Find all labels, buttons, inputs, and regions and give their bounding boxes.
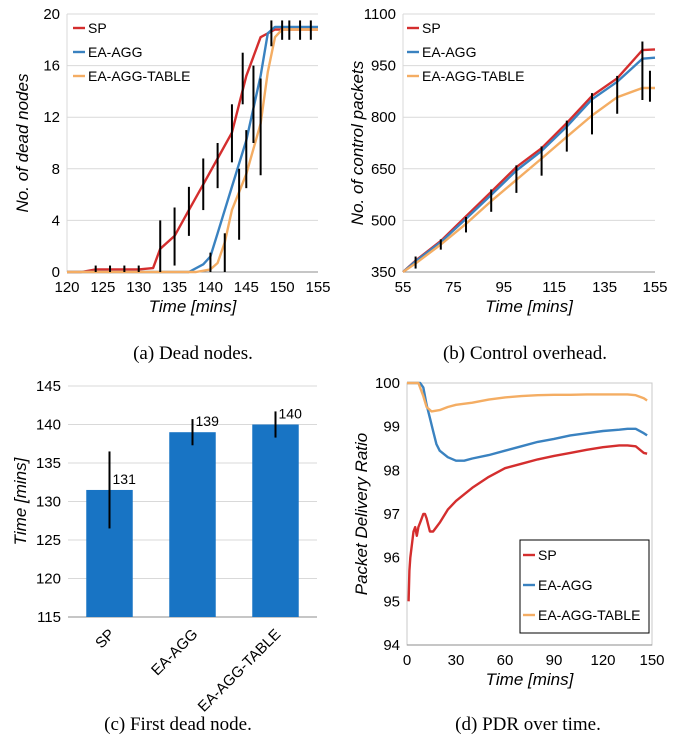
x-tick-label: 60 (497, 652, 514, 669)
x-tick-label: 120 (54, 279, 79, 296)
y-tick-label: 650 (371, 161, 396, 178)
y-tick-label: 94 (383, 637, 400, 654)
x-tick-label: 30 (448, 652, 465, 669)
x-tick-label: 115 (542, 279, 566, 296)
x-tick-label: SP (92, 626, 118, 652)
caption: (b) Control overhead. (443, 343, 607, 364)
x-tick-label: 55 (395, 279, 412, 296)
y-tick-label: 4 (52, 212, 60, 229)
x-tick-label: 135 (162, 279, 187, 296)
chart-0: 0 4 8 12 16 20 120 125 130 135 140 145 150 155 Time [m… (13, 6, 331, 364)
y-axis-label: Time [mins] (11, 456, 30, 545)
legend-label: SP (88, 20, 107, 36)
data-label: 131 (113, 471, 137, 487)
y-tick-label: 97 (383, 506, 400, 523)
legend: SP EA-AGG EA-AGG-TABLE (519, 539, 650, 634)
series-line-sp (407, 444, 648, 602)
data-label: 140 (279, 406, 303, 422)
caption: (c) First dead node. (104, 714, 252, 735)
y-tick-label: 12 (43, 109, 60, 126)
x-tick-label: 90 (546, 652, 563, 669)
bar-ea-agg-table (252, 424, 299, 617)
y-tick-label: 1100 (364, 6, 396, 23)
legend-label: EA-AGG-TABLE (88, 68, 190, 84)
y-tick-label: 120 (36, 571, 61, 588)
legend-label: EA-AGG (422, 44, 476, 60)
x-tick-label: 120 (590, 652, 615, 669)
y-tick-label: 115 (37, 609, 61, 626)
legend-label: SP (422, 20, 441, 36)
legend: SP EA-AGG EA-AGG-TABLE (73, 20, 190, 84)
y-tick-label: 0 (52, 264, 60, 281)
y-axis-label: No. of control packets (348, 60, 367, 225)
x-tick-label: EA-AGG-TABLE (195, 626, 285, 716)
y-tick-label: 125 (36, 532, 61, 549)
caption: (d) PDR over time. (455, 714, 601, 735)
y-tick-label: 350 (371, 264, 396, 281)
legend-label: EA-AGG (88, 44, 142, 60)
y-tick-label: 135 (36, 455, 61, 472)
caption: (a) Dead nodes. (133, 343, 253, 364)
x-tick-label: 135 (592, 279, 617, 296)
chart-1: 350 500 650 800 950 1100 55 75 95 115 135 155 Time [… (348, 6, 668, 364)
x-tick-label: EA-AGG (148, 626, 201, 679)
series-line-ea-agg (402, 56, 656, 273)
series-line-ea-agg-table (402, 86, 655, 273)
y-tick-label: 500 (371, 212, 396, 229)
y-tick-label: 96 (383, 550, 400, 567)
y-tick-label: 20 (43, 6, 60, 23)
y-tick-label: 99 (383, 419, 400, 436)
legend: SP EA-AGG EA-AGG-TABLE (407, 20, 524, 84)
y-tick-label: 800 (371, 109, 396, 126)
chart-3: 94 95 96 97 98 99 100 0 30 60 90 120 150 Time [mins] P… (352, 375, 665, 735)
legend-label: EA-AGG-TABLE (422, 68, 524, 84)
legend-label: SP (538, 547, 557, 563)
y-axis-label: Packet Delivery Ratio (352, 433, 371, 596)
x-axis-label: Time [mins] (149, 297, 238, 316)
y-axis-label: No. of dead nodes (13, 73, 32, 212)
x-tick-label: 125 (90, 279, 115, 296)
x-axis-label: Time [mins] (486, 670, 575, 689)
x-tick-label: 75 (445, 279, 462, 296)
legend-box (519, 539, 650, 634)
series-line-ea-agg (67, 25, 318, 274)
y-tick-label: 145 (36, 378, 61, 395)
x-axis-label: Time [mins] (485, 297, 574, 316)
legend-label: EA-AGG (538, 577, 592, 593)
x-tick-label: 95 (495, 279, 512, 296)
y-tick-label: 130 (36, 494, 61, 511)
y-tick-label: 16 (43, 58, 60, 75)
x-tick-label: 155 (642, 279, 667, 296)
y-tick-label: 100 (375, 375, 400, 392)
x-tick-label: 130 (126, 279, 151, 296)
chart-2: 115 120 125 130 135 140 145 131 SP 139 EA-AGG 140 EA… (11, 378, 317, 735)
x-tick-label: 150 (639, 652, 664, 669)
y-tick-label: 95 (383, 593, 400, 610)
bar-ea-agg (169, 432, 216, 617)
x-tick-label: 145 (234, 279, 259, 296)
x-tick-label: 0 (403, 652, 411, 669)
data-label: 139 (196, 413, 220, 429)
x-tick-label: 150 (270, 279, 295, 296)
y-tick-label: 98 (383, 462, 400, 479)
x-tick-label: 155 (305, 279, 330, 296)
y-tick-label: 8 (52, 161, 60, 178)
x-tick-label: 140 (198, 279, 223, 296)
y-tick-label: 140 (36, 417, 61, 434)
series-line-ea-agg-table (407, 381, 648, 413)
legend-label: EA-AGG-TABLE (538, 607, 640, 623)
y-tick-label: 950 (371, 58, 396, 75)
